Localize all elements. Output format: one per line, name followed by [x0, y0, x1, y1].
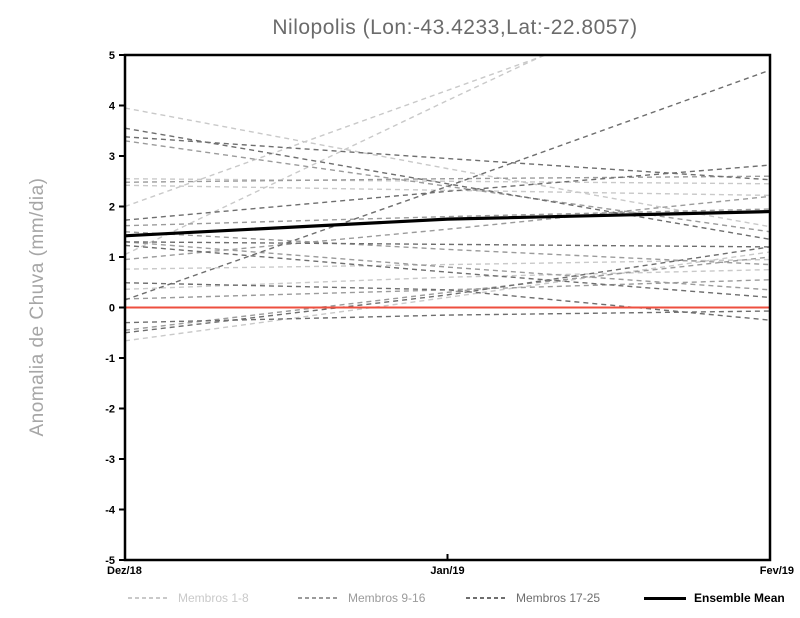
member-line [125, 55, 546, 256]
member-line [125, 256, 770, 331]
legend: Membros 1-8 Membros 9-16 Membros 17-25 E… [0, 591, 800, 611]
y-tick-label: -3 [105, 454, 115, 466]
y-tick-label: 0 [109, 303, 115, 315]
member-line [125, 69, 770, 301]
dashed-line-swatch-light [128, 597, 170, 599]
member-line [125, 164, 770, 221]
legend-label: Membros 9-16 [348, 591, 426, 605]
x-tick-label: Jan/19 [430, 565, 464, 577]
y-tick-label: -1 [105, 353, 115, 365]
member-line [125, 282, 770, 321]
y-tick-label: -4 [105, 505, 116, 517]
y-tick-label: 5 [109, 50, 115, 62]
member-line [125, 107, 770, 228]
member-line [125, 127, 770, 241]
member-line [125, 244, 770, 299]
member-line [125, 55, 548, 208]
member-line [125, 251, 770, 342]
y-tick-label: 4 [109, 101, 116, 113]
y-tick-label: -5 [105, 555, 115, 567]
legend-item-ensemble-mean: Ensemble Mean [644, 591, 785, 605]
member-line [125, 268, 770, 291]
member-line [125, 195, 770, 261]
solid-line-swatch-mean [644, 596, 686, 600]
legend-label: Ensemble Mean [694, 591, 785, 605]
member-line [125, 175, 770, 183]
x-tick-label: Dez/18 [107, 565, 142, 577]
y-tick-label: 1 [109, 252, 115, 264]
chart-title: Nilopolis (Lon:-43.4233,Lat:-22.8057) [272, 16, 638, 39]
legend-item-membros-17-25: Membros 17-25 [466, 591, 600, 605]
member-line [125, 178, 770, 185]
legend-label: Membros 1-8 [178, 591, 249, 605]
member-line [125, 208, 770, 227]
y-tick-label: -2 [105, 404, 115, 416]
legend-item-membros-1-8: Membros 1-8 [128, 591, 249, 605]
member-line [125, 231, 770, 266]
y-tick-label: 3 [109, 151, 115, 163]
member-line [125, 246, 770, 334]
y-tick-label: 2 [109, 202, 115, 214]
legend-label: Membros 17-25 [516, 591, 601, 605]
ensemble-mean-line [125, 209, 770, 238]
member-line [125, 310, 770, 324]
dashed-line-swatch-medium [298, 597, 340, 599]
legend-item-membros-9-16: Membros 9-16 [298, 591, 425, 605]
dashed-line-swatch-dark [466, 597, 508, 599]
x-tick-label: Fev/19 [760, 565, 794, 577]
member-line [125, 241, 770, 248]
member-line [125, 140, 770, 233]
